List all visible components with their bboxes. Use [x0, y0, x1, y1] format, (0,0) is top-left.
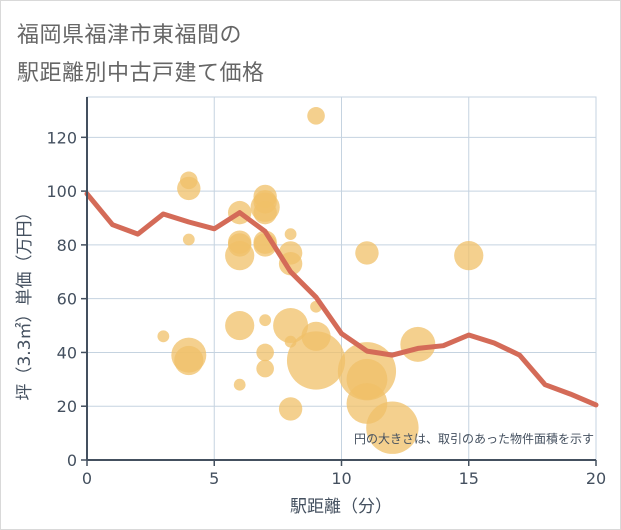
- scatter-point: [307, 107, 325, 125]
- scatter-point: [355, 241, 379, 265]
- chart-title-line1: 福岡県福津市東福間の: [17, 23, 243, 48]
- scatter-point: [256, 359, 274, 378]
- scatter-point: [177, 176, 201, 201]
- scatter-point: [233, 378, 246, 391]
- chart-title-line2: 駅距離別中古戸建て価格: [17, 61, 265, 86]
- scatter-point: [225, 310, 255, 341]
- y-tick-label: 0: [67, 451, 77, 470]
- y-tick-label: 20: [57, 397, 77, 416]
- y-tick-label: 60: [57, 290, 77, 309]
- x-tick-label: 15: [459, 469, 479, 488]
- y-tick-label: 120: [46, 128, 77, 147]
- bubble-size-note: 円の大きさは、取引のあった物件面積を示す: [354, 431, 594, 446]
- scatter-point: [273, 308, 309, 344]
- x-tick-label: 10: [331, 469, 351, 488]
- scatter-point: [400, 326, 436, 362]
- average-price-line: [84, 191, 599, 408]
- y-tick-label: 40: [57, 343, 77, 362]
- scatter-point: [286, 331, 346, 390]
- grid: [86, 96, 597, 461]
- scatter-point: [253, 200, 277, 225]
- scatter-point: [256, 343, 274, 362]
- scatter-point: [366, 401, 419, 454]
- x-tick-label: 20: [586, 469, 606, 488]
- x-tick-label: 5: [209, 469, 219, 488]
- scatter-point: [182, 233, 195, 246]
- scatter-point: [157, 330, 170, 343]
- x-axis-label: 駅距離（分）: [290, 497, 392, 517]
- scatter-point: [174, 345, 204, 376]
- y-tick-label: 80: [57, 236, 77, 255]
- scatter-point: [278, 397, 303, 421]
- y-axis-label: 坪（3.3㎡）単価（万円）: [15, 203, 35, 400]
- y-tick-label: 100: [46, 182, 77, 201]
- scatter-point: [259, 314, 272, 327]
- scatter-point: [284, 228, 297, 241]
- scatter-point: [454, 241, 484, 271]
- bubbles: [157, 107, 484, 454]
- x-tick-label: 0: [82, 469, 92, 488]
- scatter-point: [225, 241, 255, 271]
- axes: 0 20 40 60 80 100 120 0 5 10 15 20: [46, 97, 606, 488]
